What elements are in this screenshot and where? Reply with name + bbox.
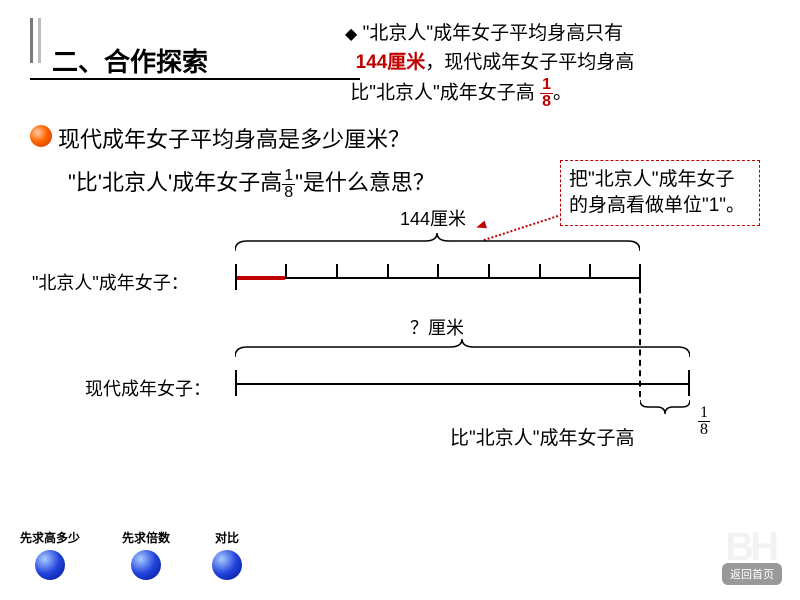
bar-1 xyxy=(235,277,640,279)
nav-btn-1[interactable]: 先求高多少 xyxy=(20,529,80,580)
intro-period: 。 xyxy=(553,83,572,104)
tick-2b xyxy=(688,370,690,396)
decor-bar-1 xyxy=(30,18,33,63)
nav-buttons: 先求高多少 先求倍数 对比 xyxy=(20,529,242,580)
label-144: 144厘米 xyxy=(400,205,466,231)
intro-line3: 比"北京人"成年女子高 xyxy=(350,83,535,104)
nav-btn-2-label: 先求倍数 xyxy=(122,529,170,546)
section-underline xyxy=(30,78,360,80)
q2-pre: "比'北京人'成年女子高 xyxy=(68,170,282,195)
tick xyxy=(589,264,591,277)
callout-arrow-head xyxy=(475,221,487,232)
return-button[interactable]: 返回首页 xyxy=(722,563,782,585)
intro-fraction: 18 xyxy=(540,77,553,110)
sphere-icon xyxy=(131,550,161,580)
dashed-vertical xyxy=(639,277,641,397)
bullet-icon xyxy=(30,125,52,147)
nav-btn-3[interactable]: 对比 xyxy=(212,529,242,580)
sphere-icon xyxy=(212,550,242,580)
nav-btn-3-label: 对比 xyxy=(212,529,242,546)
q2-post: "是什么意思？ xyxy=(295,170,435,195)
tick xyxy=(539,264,541,277)
nav-btn-1-label: 先求高多少 xyxy=(20,529,80,546)
tick xyxy=(387,264,389,277)
tick xyxy=(235,264,237,290)
question-2: "比'北京人'成年女子高18"是什么意思？ xyxy=(68,165,435,201)
brace-top-1 xyxy=(235,233,640,253)
bar-2 xyxy=(235,383,690,385)
intro-text: ◆ "北京人"成年女子平均身高只有 144厘米，现代成年女子平均身高 比"北京人… xyxy=(345,20,634,110)
intro-line2: ，现代成年女子平均身高 xyxy=(425,52,634,73)
red-segment xyxy=(235,276,285,280)
diamond-icon: ◆ xyxy=(345,26,357,43)
label-question: ？厘米 xyxy=(410,314,464,340)
bottom-label: 比"北京人"成年女子高 xyxy=(450,423,635,450)
tick xyxy=(437,264,439,277)
brace-small xyxy=(640,400,690,416)
row1-label: "北京人"成年女子： xyxy=(32,269,189,295)
nav-btn-2[interactable]: 先求倍数 xyxy=(122,529,170,580)
tick xyxy=(285,264,287,277)
q2-fraction: 18 xyxy=(282,168,295,201)
tick-2a xyxy=(235,370,237,396)
row2-label: 现代成年女子： xyxy=(85,375,211,401)
intro-value: 144厘米 xyxy=(356,52,426,73)
brace-top-2 xyxy=(235,339,690,359)
section-title: 二、合作探索 xyxy=(52,42,208,79)
intro-line1: "北京人"成年女子平均身高只有 xyxy=(363,23,624,44)
question-1: 现代成年女子平均身高是多少厘米？ xyxy=(58,122,410,154)
tick xyxy=(336,264,338,277)
sphere-icon xyxy=(35,550,65,580)
callout-box: 把"北京人"成年女子的身高看做单位"1"。 xyxy=(560,160,760,226)
bottom-fraction: 18 xyxy=(698,405,710,438)
decor-bar-2 xyxy=(38,18,41,63)
tick xyxy=(488,264,490,277)
